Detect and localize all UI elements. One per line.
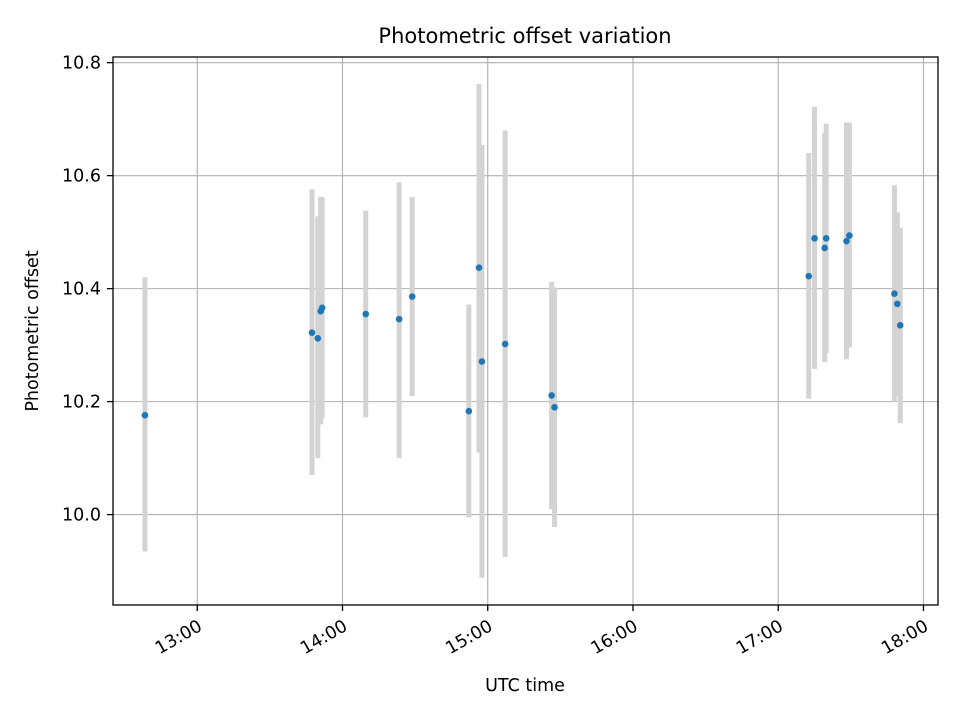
data-point	[362, 310, 370, 318]
data-point	[478, 358, 486, 365]
data-point	[141, 411, 149, 419]
data-point	[465, 407, 473, 415]
data-point	[314, 335, 322, 342]
y-axis-label: Photometric offset	[23, 250, 43, 411]
data-point	[891, 290, 898, 298]
data-point	[821, 244, 829, 252]
data-point	[843, 237, 850, 245]
data-point	[308, 329, 316, 336]
data-point	[551, 403, 558, 411]
y-tick-label: 10.6	[62, 167, 101, 187]
y-tick-label: 10.0	[62, 506, 101, 526]
data-point	[805, 272, 813, 280]
y-axis: 10.0 10.2 10.4 10.6 10.8	[62, 54, 113, 526]
data-point	[475, 264, 483, 272]
data-point	[894, 300, 901, 308]
data-point	[395, 315, 403, 323]
y-tick-label: 10.4	[62, 280, 101, 300]
plot-frame	[112, 56, 939, 606]
y-tick-label: 10.2	[62, 393, 101, 413]
data-point	[501, 340, 509, 348]
data-points	[141, 232, 904, 419]
data-point	[811, 235, 818, 242]
data-point	[846, 232, 853, 239]
data-point	[822, 235, 830, 242]
chart-title: Photometric offset variation	[378, 24, 671, 48]
data-point	[318, 304, 326, 312]
grid	[113, 57, 938, 605]
x-axis-label: UTC time	[485, 676, 565, 696]
data-point	[548, 392, 555, 399]
data-point	[408, 293, 416, 300]
data-point	[896, 322, 904, 329]
y-tick-label: 10.8	[62, 54, 101, 74]
